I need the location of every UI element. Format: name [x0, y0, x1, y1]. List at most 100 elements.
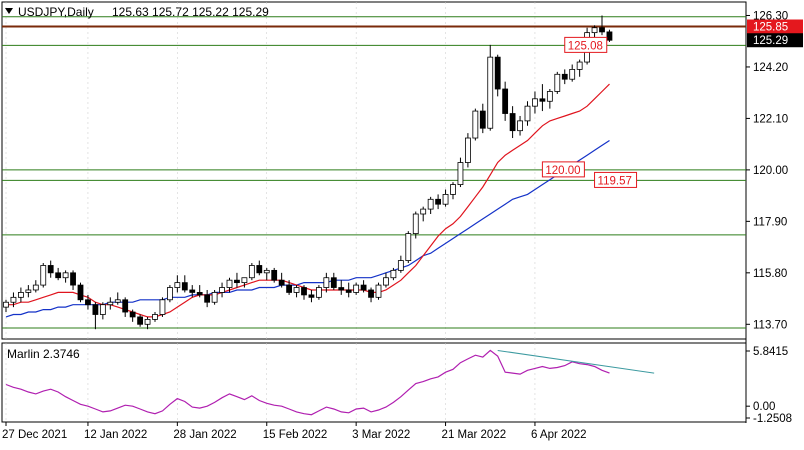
candle[interactable] — [137, 314, 144, 327]
candle[interactable] — [10, 292, 17, 308]
indicator-line — [5, 349, 610, 416]
candle[interactable] — [524, 101, 531, 126]
candle[interactable] — [487, 44, 494, 131]
ma-slow-path — [5, 139, 610, 318]
candle[interactable] — [174, 275, 181, 293]
candle[interactable] — [308, 289, 315, 303]
candle[interactable] — [85, 294, 91, 310]
candle[interactable] — [412, 211, 419, 239]
candle[interactable] — [293, 285, 300, 298]
candle[interactable] — [345, 282, 352, 298]
candle[interactable] — [353, 282, 360, 295]
candle[interactable] — [606, 29, 613, 42]
candle[interactable] — [517, 115, 523, 136]
candle[interactable] — [25, 285, 32, 298]
candle[interactable] — [256, 260, 263, 276]
candle[interactable] — [420, 206, 427, 222]
candle[interactable] — [77, 282, 84, 303]
candle[interactable] — [263, 267, 270, 281]
candle[interactable] — [502, 81, 509, 121]
candle[interactable] — [509, 106, 516, 139]
candle[interactable] — [92, 302, 99, 330]
candle[interactable] — [196, 285, 203, 298]
candle[interactable] — [286, 280, 293, 295]
candle[interactable] — [405, 231, 412, 264]
candle-body — [606, 31, 613, 41]
candle[interactable] — [248, 263, 255, 281]
candle[interactable] — [62, 270, 69, 283]
candle[interactable] — [599, 15, 605, 36]
candle[interactable] — [390, 267, 397, 281]
dropdown-triangle-icon[interactable] — [5, 8, 13, 14]
price-tick-label: 126.30 — [753, 10, 788, 22]
candle[interactable] — [70, 270, 76, 290]
candle[interactable] — [576, 59, 583, 77]
candle[interactable] — [241, 277, 248, 288]
candle[interactable] — [457, 157, 464, 188]
candle[interactable] — [435, 194, 442, 210]
candle[interactable] — [368, 287, 374, 303]
candle[interactable] — [32, 280, 39, 293]
candle[interactable] — [539, 84, 546, 112]
candle[interactable] — [561, 69, 568, 85]
candle[interactable] — [546, 89, 553, 109]
candle[interactable] — [219, 282, 225, 298]
candle[interactable] — [569, 64, 576, 82]
candle[interactable] — [40, 263, 47, 288]
candle[interactable] — [226, 277, 233, 293]
candle[interactable] — [152, 312, 158, 322]
candle[interactable] — [397, 255, 404, 273]
candle[interactable] — [99, 302, 106, 320]
candle[interactable] — [450, 182, 456, 200]
candle[interactable] — [122, 297, 129, 317]
candle[interactable] — [17, 287, 24, 303]
candle[interactable] — [338, 280, 345, 295]
candle[interactable] — [234, 272, 240, 288]
price-axis[interactable]: 126.30 124.20 122.10 120.00 117.90 115.80 113.… — [746, 10, 788, 331]
candle[interactable] — [427, 196, 434, 215]
candle[interactable] — [114, 292, 121, 305]
candle[interactable] — [47, 260, 54, 278]
candle[interactable] — [181, 275, 188, 293]
chart-symbol: USDJPY,Daily — [18, 5, 94, 19]
candle-body — [524, 105, 531, 122]
horizontal-levels[interactable] — [2, 16, 746, 329]
candle[interactable] — [107, 297, 114, 310]
candle[interactable] — [301, 285, 307, 300]
candle[interactable] — [494, 54, 501, 97]
candle-body — [152, 314, 158, 320]
time-axis[interactable]: 27 Dec 2021 12 Jan 2022 28 Jan 2022 15 Feb … — [2, 422, 587, 441]
candle[interactable] — [532, 91, 538, 114]
candle[interactable] — [554, 71, 561, 94]
candle-body — [278, 279, 285, 286]
candle[interactable] — [271, 267, 278, 283]
candle[interactable] — [159, 297, 166, 317]
candle[interactable] — [278, 272, 285, 288]
candle-body — [353, 284, 360, 293]
candle[interactable] — [166, 285, 173, 303]
candles[interactable] — [3, 15, 613, 330]
candle[interactable] — [144, 316, 151, 330]
candle[interactable] — [464, 133, 471, 168]
candle[interactable] — [55, 267, 62, 281]
candle[interactable] — [211, 289, 218, 305]
candle[interactable] — [189, 285, 196, 298]
price-tick-label: 113.70 — [753, 319, 787, 331]
candle[interactable] — [479, 103, 486, 134]
candle[interactable] — [360, 280, 367, 293]
candle[interactable] — [375, 282, 382, 300]
candle[interactable] — [129, 309, 136, 322]
candle[interactable] — [204, 289, 211, 308]
candle[interactable] — [315, 285, 322, 300]
candle[interactable] — [442, 189, 449, 207]
candle[interactable] — [3, 299, 9, 313]
candle[interactable] — [383, 272, 389, 288]
candle-body — [323, 277, 330, 288]
candle-body — [99, 304, 106, 315]
candle-body — [532, 98, 538, 107]
candle[interactable] — [330, 272, 337, 290]
candle[interactable] — [323, 272, 330, 293]
candle[interactable] — [472, 108, 479, 141]
